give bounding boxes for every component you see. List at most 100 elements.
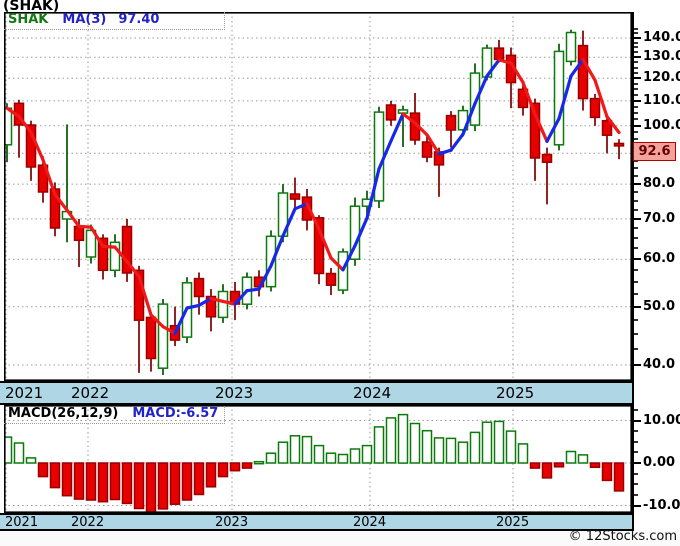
candle-body [589,97,601,119]
macd-bar [565,450,577,464]
price-chart-legend: SHAK MA(3) 97.40 [4,12,225,30]
axis-minor-tick [634,237,638,240]
ma-line-segment [113,245,129,264]
ma-line-segment [341,244,357,272]
ma-line-segment [233,289,249,306]
axis-minor-tick [634,269,638,272]
legend-ma-label: MA(3) [62,12,107,27]
axis-minor-tick [634,440,638,443]
ma-line-segment [305,202,321,231]
ma-line-segment [581,57,597,82]
candle-body [157,303,169,369]
candle-body [313,217,325,275]
ma-line-segment [389,112,405,143]
axis-minor-tick [634,175,638,178]
macd-bar [481,421,493,464]
axis-minor-tick [634,131,638,134]
year-axis-label: 2021 [5,384,44,402]
ma-line-segment [89,225,105,248]
candle-body [613,142,625,147]
axis-minor-tick [634,51,638,54]
axis-minor-tick [634,138,638,141]
axis-minor-tick [634,319,638,322]
candle-body [553,50,565,146]
axis-minor-tick [634,472,638,475]
axis-minor-tick [634,191,638,194]
axis-minor-tick [634,94,638,97]
ma-line-segment [281,207,297,238]
candle-body [193,277,205,298]
axis-tick-label: 110.0 [643,92,680,108]
ma-line-segment [101,244,117,249]
ma-line-segment [317,227,333,260]
candle-body [217,290,229,319]
ma-line-segment [497,58,513,65]
macd-bar [457,441,469,464]
ma-line-segment [17,114,33,134]
axis-minor-tick [634,451,638,454]
candle-body [445,114,457,131]
axis-tick-label: 140.0 [643,30,680,45]
candle-body [205,295,217,318]
macd-bar [289,435,301,464]
axis-tick-label: 120.0 [643,70,680,86]
macd-value-label: MACD:-6.57 [132,406,219,421]
macd-bar [577,454,589,464]
axis-minor-tick [634,408,638,411]
ma-line-segment [269,234,285,268]
footer-strip [0,531,680,546]
axis-minor-tick [634,105,638,108]
macd-bar [73,462,85,500]
axis-major-tick [634,258,641,261]
candle-body [265,235,277,288]
macd-bar [265,452,277,464]
axis-minor-tick [634,61,638,64]
axis-minor-tick [634,199,638,202]
axis-major-tick [634,363,641,366]
macd-bar [241,462,253,469]
ma-line-segment [425,133,441,156]
macd-bar [85,462,97,501]
ma-line-segment [245,287,261,293]
candle-body [145,316,157,360]
ma-line-segment [29,130,45,162]
ma-line-segment [593,78,609,119]
macd-bar [181,462,193,501]
macd-bar [529,462,541,469]
macd-params-label: MACD(26,12,9) [8,406,119,421]
candle-body [529,102,541,159]
ma-line-segment [185,303,201,310]
macd-bar [409,422,421,464]
candle-body [421,141,433,158]
last-price-badge: 92.6 [633,142,676,161]
macd-bar [385,417,397,464]
year-axis-label: 2022 [71,515,105,530]
axis-minor-tick [634,348,638,351]
ma-line-segment [257,264,273,291]
macd-bar [193,462,205,496]
ma-line-segment [521,80,537,116]
axis-minor-tick [634,27,638,30]
year-axis-label: 2023 [215,384,254,402]
axis-minor-tick [634,483,638,486]
macd-bar [121,462,133,505]
macd-bar [493,420,505,464]
macd-bar [313,444,325,464]
ma-line-segment [365,167,381,220]
macd-bar [361,444,373,464]
ma-line-segment [221,299,237,306]
price-chart-svg [4,12,632,381]
right-price-axis: 140.0 130.0 120.0 110.0 100.0 80.0 70.0 60.0 50.… [632,12,680,531]
axis-tick-label: 0.00 [643,455,676,470]
macd-bar [277,441,289,464]
macd-bar [541,462,553,479]
ma-line-segment [149,313,165,329]
macd-bar [553,462,565,468]
ma-line-segment [557,74,573,121]
ma-line-segment [173,306,189,335]
macd-bar [517,443,529,464]
macd-bar [433,437,445,464]
axis-minor-tick [634,247,638,250]
macd-bar [205,462,217,488]
macd-bar [373,426,385,464]
